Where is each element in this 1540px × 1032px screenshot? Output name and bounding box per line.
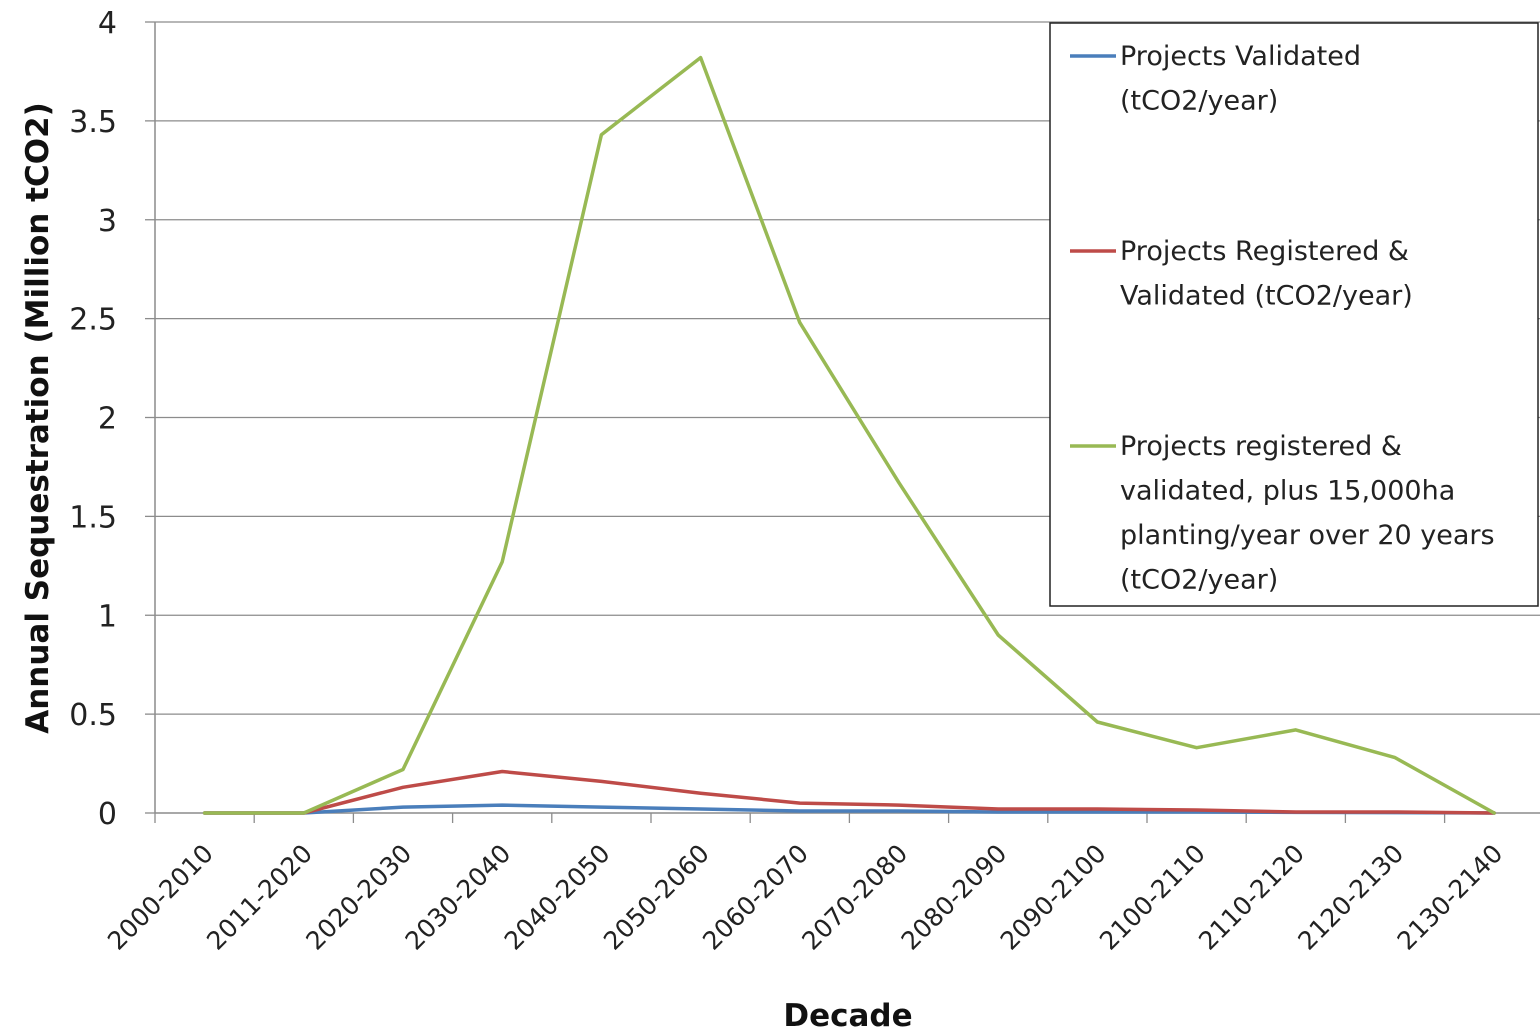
legend-box	[1049, 22, 1539, 607]
series-line-2	[202, 769, 1496, 815]
x-tick-label: 2120-2130	[1292, 839, 1409, 956]
x-tick-label: 2130-2140	[1392, 839, 1509, 956]
x-tick-label: 2100-2110	[1094, 839, 1211, 956]
y-tick-label: 2	[98, 402, 117, 437]
y-tick-label: 2.5	[69, 303, 117, 338]
y-tick-label: 1.5	[69, 500, 117, 535]
y-tick-label: 4	[98, 6, 117, 41]
x-tick-label: 2060-2070	[697, 839, 814, 956]
y-axis-ticks: 0 0.5 1 1.5 2 2.5 3 3.5 4	[69, 6, 155, 832]
y-tick-label: 3.5	[69, 105, 117, 140]
x-tick-label: 2050-2060	[598, 839, 715, 956]
legend-label: Projects registered &	[1120, 431, 1402, 462]
x-tick-label: 2030-2040	[400, 839, 517, 956]
y-tick-label: 0.5	[69, 698, 117, 733]
legend-label: (tCO2/year)	[1120, 565, 1278, 596]
legend-label: validated, plus 15,000ha	[1120, 476, 1455, 507]
x-tick-label: 2000-2010	[102, 839, 219, 956]
legend-label: (tCO2/year)	[1120, 86, 1278, 117]
x-axis-title: Decade	[783, 998, 912, 1032]
x-axis-ticks: 2000-20102011-20202020-20302030-20402040…	[102, 813, 1509, 956]
x-tick-label: 2011-2020	[201, 839, 318, 956]
legend: Projects Validated (tCO2/year) Projects Re…	[1049, 22, 1539, 607]
x-tick-label: 2110-2120	[1193, 839, 1310, 956]
x-tick-label: 2020-2030	[300, 839, 417, 956]
series-lines	[202, 55, 1496, 815]
legend-label: Validated (tCO2/year)	[1120, 281, 1413, 312]
x-tick-label: 2090-2100	[995, 839, 1112, 956]
y-tick-label: 3	[98, 204, 117, 239]
y-tick-label: 1	[98, 599, 117, 634]
legend-label: Projects Registered &	[1120, 236, 1409, 267]
x-tick-label: 2080-2090	[896, 839, 1013, 956]
gridlines	[155, 21, 1540, 715]
x-tick-label: 2040-2050	[499, 839, 616, 956]
y-axis-title: Annual Sequestration (Million tCO2)	[20, 102, 56, 734]
series-line-3	[202, 55, 1496, 815]
x-tick-label: 2070-2080	[796, 839, 913, 956]
legend-label: planting/year over 20 years	[1120, 520, 1495, 551]
legend-label: Projects Validated	[1120, 41, 1361, 72]
y-tick-label: 0	[98, 797, 117, 832]
